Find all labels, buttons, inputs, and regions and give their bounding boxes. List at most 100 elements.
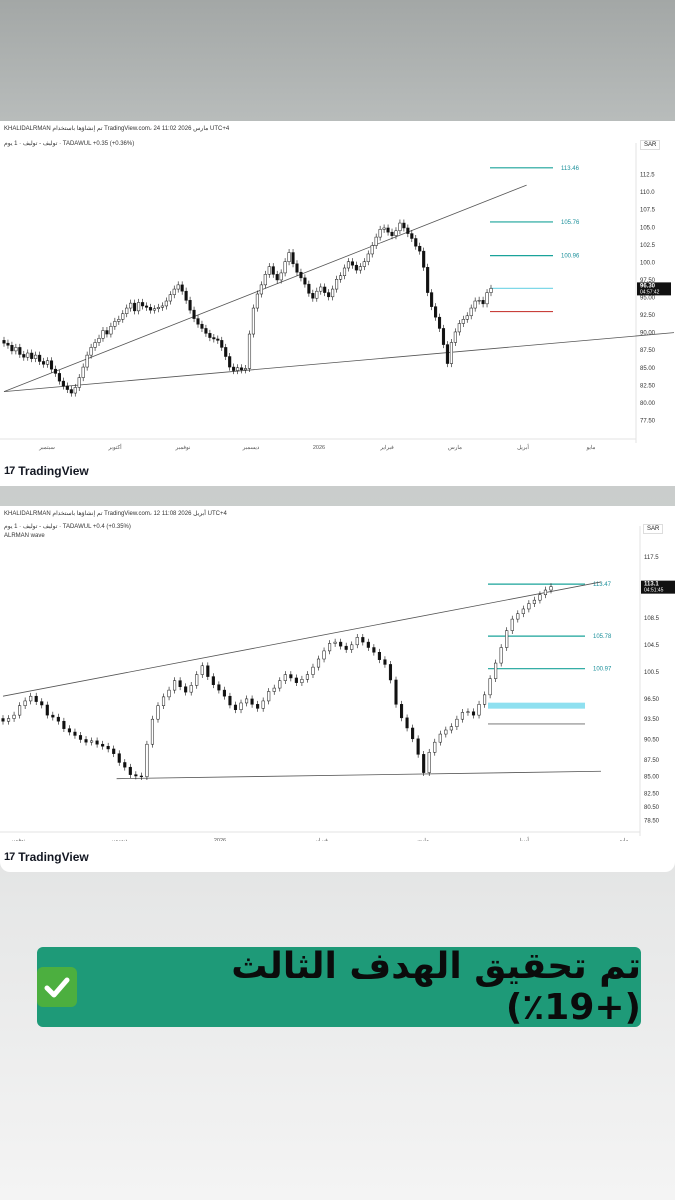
candle-body <box>189 685 193 693</box>
candle-body <box>212 337 216 340</box>
candle-body <box>505 630 509 648</box>
candle-body <box>40 701 44 706</box>
tradingview-name: TradingView <box>18 850 89 864</box>
candle-body <box>178 680 182 687</box>
candle-body <box>295 263 299 273</box>
candle-body <box>85 354 89 368</box>
candle-body <box>405 717 409 729</box>
candle-body <box>123 762 127 768</box>
candle-body <box>164 300 168 307</box>
chart-panel-1: KHALIDALRMAN تم إنشاؤها باستخدام Trading… <box>0 121 675 486</box>
candle-body <box>144 305 149 308</box>
candle-body <box>527 603 531 610</box>
tradingview-logo-icon: 17 <box>4 851 15 863</box>
candle-body <box>112 748 116 754</box>
tradingview-logo-icon: 17 <box>4 465 15 477</box>
candle-body <box>211 676 215 685</box>
candle-body <box>156 705 160 720</box>
candle-body <box>84 739 88 743</box>
candle-body <box>121 313 125 320</box>
candle-body <box>271 266 275 275</box>
candle-body <box>402 222 406 229</box>
candle-body <box>315 290 319 299</box>
candle-body <box>471 711 476 716</box>
candle-body <box>466 711 470 713</box>
candle-body <box>445 344 449 364</box>
y-tick-label: 95.00 <box>640 296 656 302</box>
chart-2-header: KHALIDALRMAN تم إنشاؤها باستخدام Trading… <box>4 511 227 517</box>
trendline <box>3 332 675 393</box>
target-zone <box>488 702 585 709</box>
candle-body <box>283 674 287 681</box>
candle-body <box>259 284 263 295</box>
candle-body <box>346 261 351 269</box>
candle-body <box>139 775 143 778</box>
candle-body <box>89 347 93 356</box>
candle-body <box>26 352 30 358</box>
candle-body <box>145 743 149 777</box>
candle-body <box>272 687 276 692</box>
candle-body <box>278 680 282 689</box>
candle-body <box>168 294 172 302</box>
y-tick-label: 92.50 <box>640 313 656 319</box>
candle-body <box>366 641 370 648</box>
candle-body <box>2 340 6 344</box>
target-level-label: 113.46 <box>561 166 580 172</box>
currency-label: SAR <box>643 524 664 534</box>
candle-body <box>42 361 46 365</box>
candle-body <box>532 599 536 604</box>
price-tag <box>637 282 671 296</box>
x-tick-label: مايو <box>619 837 629 841</box>
candle-body <box>195 674 199 686</box>
candle-body <box>316 658 321 668</box>
candle-body <box>294 677 298 683</box>
candle-body <box>113 321 117 327</box>
candle-body <box>228 356 232 368</box>
candle-body <box>56 716 60 722</box>
candle-body <box>255 293 259 309</box>
candle-body <box>65 385 69 390</box>
candle-body <box>430 292 434 307</box>
candle-body <box>160 305 164 308</box>
candle-body <box>488 678 492 696</box>
candle-body <box>261 700 265 709</box>
candle-body <box>275 274 279 281</box>
candle-body <box>1 718 5 722</box>
candle-body <box>510 618 514 631</box>
candle-body <box>173 680 177 691</box>
candle-body <box>319 286 323 292</box>
candle-body <box>279 272 283 281</box>
candle-body <box>469 307 473 317</box>
x-tick-label: أبريل <box>517 442 529 451</box>
candle-body <box>494 662 498 679</box>
y-tick-label: 96.50 <box>644 697 660 703</box>
y-tick-label: 82.50 <box>644 792 660 798</box>
y-tick-label: 85.00 <box>644 775 660 781</box>
candle-body <box>29 695 33 702</box>
x-tick-label: 2026 <box>313 445 325 451</box>
y-tick-label: 87.50 <box>640 348 656 354</box>
candle-body <box>224 347 228 357</box>
candle-body <box>51 714 55 718</box>
candle-body <box>14 347 18 352</box>
candle-body <box>418 245 422 252</box>
candle-body <box>374 236 378 246</box>
candle-body <box>543 589 548 596</box>
candle-body <box>232 366 236 371</box>
target-level-label: 100.96 <box>561 254 580 260</box>
candle-body <box>256 704 260 709</box>
candle-body <box>45 704 49 716</box>
candle-body <box>323 286 327 293</box>
candle-body <box>477 300 481 302</box>
y-tick-label: 87.50 <box>644 758 660 764</box>
candle-body <box>473 300 477 309</box>
candle-body <box>236 367 240 371</box>
candle-body <box>73 387 77 394</box>
chart-1-plot: 112.5 110.0 107.5 105.0 102.5 100.0 97.50 95.00… <box>0 143 675 451</box>
candle-body <box>240 367 244 371</box>
candle-body <box>93 342 97 348</box>
candle-body <box>161 696 166 706</box>
y-tick-label: 112.5 <box>640 173 655 179</box>
y-tick-label: 80.00 <box>640 401 656 407</box>
candle-body <box>350 261 354 266</box>
